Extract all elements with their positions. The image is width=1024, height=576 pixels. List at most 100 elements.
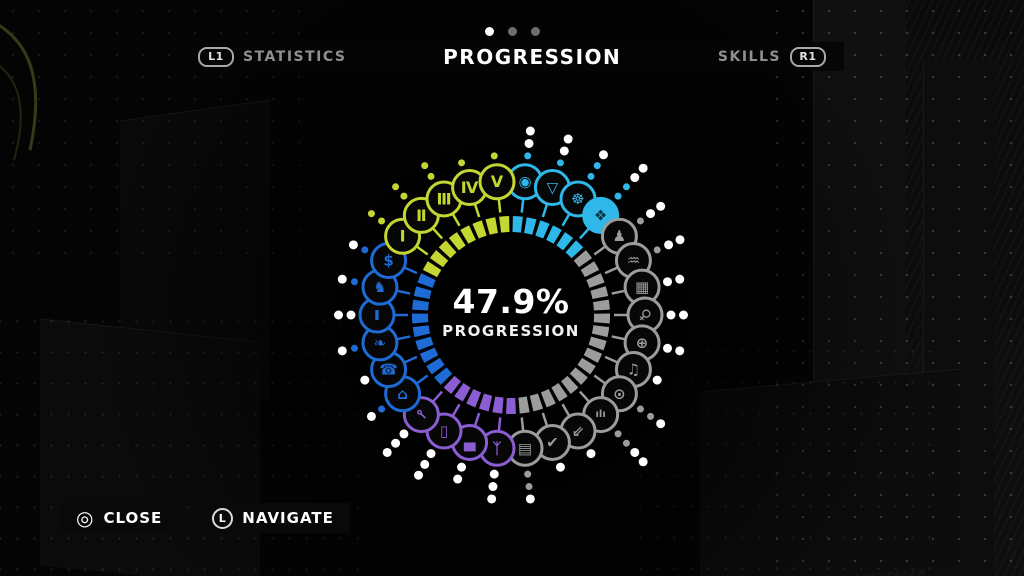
node-stem xyxy=(561,403,571,417)
bird-pip xyxy=(350,344,358,352)
navigate-button[interactable]: L NAVIGATE xyxy=(196,503,350,533)
key-pip xyxy=(391,438,401,448)
corner-arrow-pip xyxy=(586,449,596,459)
car-icon: ▄ xyxy=(463,433,476,451)
key-pip xyxy=(399,429,409,439)
magnifier-node[interactable]: ♀ xyxy=(614,296,688,334)
runner-pip xyxy=(487,494,497,504)
bird-pip xyxy=(337,346,347,356)
ring-segment xyxy=(438,240,457,259)
bottle-pip xyxy=(334,310,343,320)
l1-button-icon: L1 xyxy=(198,46,234,67)
tier-2-pip xyxy=(400,192,408,200)
ring-segment xyxy=(588,336,607,351)
meter-pip xyxy=(614,430,622,438)
circle-button-icon: ◎ xyxy=(76,506,95,530)
node-stem xyxy=(604,266,619,275)
ring-segment xyxy=(551,382,568,402)
crosshair-pip xyxy=(663,343,673,353)
music-note-icon: ♫ xyxy=(627,361,640,379)
close-button[interactable]: ◎ CLOSE xyxy=(60,503,179,533)
chess-knight-pip xyxy=(350,278,358,286)
steering-wheel-pip xyxy=(599,150,608,160)
dollar-pip xyxy=(348,240,358,250)
tier-4-node[interactable]: Ⅳ xyxy=(451,159,489,218)
node-stem xyxy=(497,417,502,432)
dollar-icon: $ xyxy=(383,251,393,269)
ring-segment xyxy=(535,220,550,239)
ring-segment xyxy=(419,347,439,363)
ring-segment xyxy=(426,357,445,375)
node-stem xyxy=(451,213,461,227)
tier-4-pip xyxy=(458,159,466,167)
meter-icon: ılı xyxy=(596,409,606,420)
node-stem xyxy=(431,227,444,240)
waves-pip xyxy=(653,246,661,254)
ring-segment xyxy=(540,389,556,408)
tier-2-pip xyxy=(392,183,400,191)
node-stem xyxy=(415,374,429,385)
node-stem xyxy=(541,412,549,427)
runner-node[interactable]: ᛉ xyxy=(478,417,516,504)
ring-segment xyxy=(415,336,434,351)
checkmark-node[interactable]: ✔ xyxy=(533,412,571,472)
qr-code-pip xyxy=(663,277,673,287)
ring-segment xyxy=(590,286,609,300)
skills-label: SKILLS xyxy=(717,48,781,65)
tier-2-icon: Ⅱ xyxy=(416,206,427,225)
qr-code-node[interactable]: ▦ xyxy=(611,268,685,306)
ring-segment xyxy=(429,250,449,268)
ring-segment xyxy=(529,393,544,412)
node-stem xyxy=(561,213,571,227)
ring-segment xyxy=(583,347,603,363)
node-stem xyxy=(473,203,481,218)
bird-icon: ❧ xyxy=(374,334,387,352)
crosshair-icon: ⊕ xyxy=(636,334,649,352)
progression-ring xyxy=(411,216,611,415)
person-icon: ♟ xyxy=(613,227,626,245)
key-node[interactable]: ⊸ xyxy=(382,390,444,457)
smartphone-pip xyxy=(420,459,430,469)
tab-skills[interactable]: SKILLS R1 xyxy=(717,46,826,67)
ring-segment xyxy=(460,225,476,244)
meter-pip xyxy=(638,457,648,467)
triangle-pip xyxy=(556,159,564,167)
node-stem xyxy=(403,266,418,275)
checkmark-pip xyxy=(555,462,565,472)
tier-1-pip xyxy=(378,217,386,225)
runner-icon: ᛉ xyxy=(492,439,501,457)
bag-icon: ⌂ xyxy=(397,385,408,403)
media-disc-node[interactable]: ◉ xyxy=(506,126,544,213)
node-stem xyxy=(396,289,411,295)
waves-pip xyxy=(675,235,685,245)
l-stick-icon: L xyxy=(212,507,234,529)
fist-pip xyxy=(622,183,630,191)
banknote-pip xyxy=(524,470,532,478)
node-stem xyxy=(604,355,619,364)
tier-5-node[interactable]: Ⅴ xyxy=(478,152,516,213)
ring-segment xyxy=(569,367,588,385)
ring-segment xyxy=(443,375,462,394)
magnifier-pip xyxy=(679,310,688,320)
navigate-label: NAVIGATE xyxy=(242,509,334,527)
person-pip xyxy=(636,217,644,225)
ring-segment xyxy=(492,396,504,414)
car-pip xyxy=(457,462,467,472)
corner-arrow-icon: ⇙ xyxy=(572,422,585,440)
triangle-icon: ▽ xyxy=(547,179,559,197)
runner-pip xyxy=(488,482,498,492)
bottle-node[interactable]: ❚ xyxy=(334,296,408,334)
person-pip xyxy=(646,209,656,219)
tab-statistics[interactable]: L1 STATISTICS xyxy=(198,46,347,67)
node-stem xyxy=(451,403,461,417)
qr-code-pip xyxy=(675,274,685,284)
top-bar: L1 STATISTICS PROGRESSION SKILLS R1 xyxy=(180,42,844,71)
triangle-pip xyxy=(559,146,569,156)
footer-hints: ◎ CLOSE L NAVIGATE xyxy=(60,503,350,533)
bottle-pip xyxy=(346,310,356,320)
banknote-node[interactable]: ▤ xyxy=(506,417,544,504)
dollar-pip xyxy=(361,246,369,254)
steering-wheel-pip xyxy=(593,162,601,170)
